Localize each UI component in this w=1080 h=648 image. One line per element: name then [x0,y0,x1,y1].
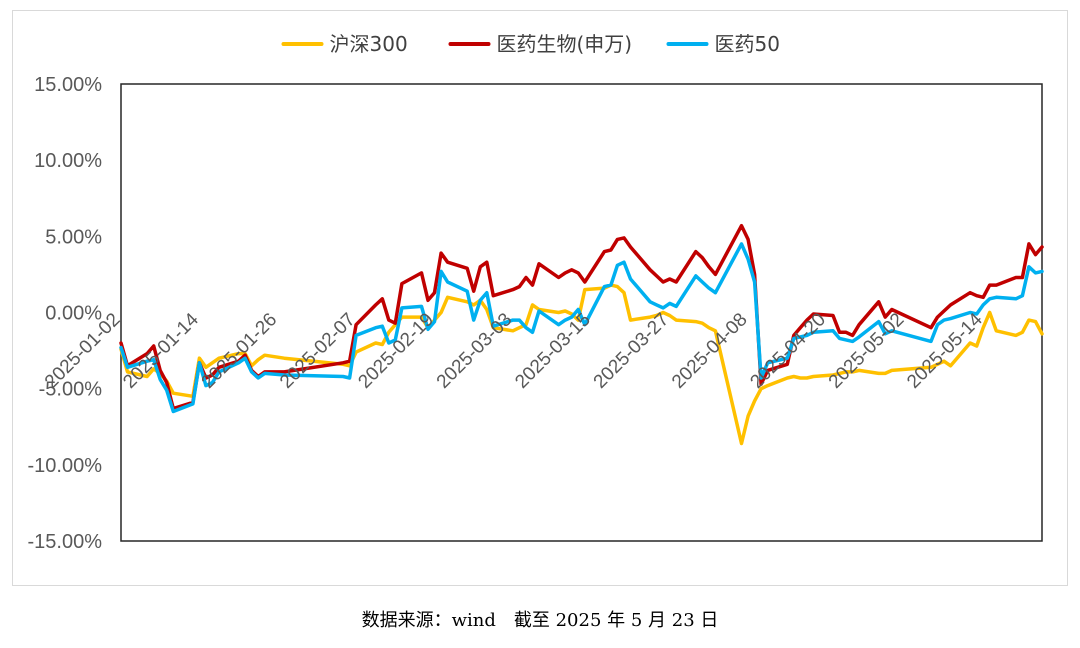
series-line-2 [119,242,1044,414]
y-tick-label: 0.00% [45,303,102,325]
legend-label-2: 医药50 [715,32,780,56]
line-chart: 沪深300 医药生物(申万) 医药50 15.00% 10.00% 5.00% 0.00%… [28,32,1044,553]
y-tick-label: -5.00% [39,379,103,401]
x-tick-label: 2025-01-26 [198,309,282,393]
chart-legend: 沪深300 医药生物(申万) 医药50 [281,32,780,56]
x-tick-label: 2025-03-03 [433,309,517,393]
chart-frame [12,10,1068,586]
plot-area-border [120,83,1043,542]
x-tick-label: 2025-02-07 [276,309,360,393]
y-tick-label: 15.00% [34,74,102,96]
legend-label-1: 医药生物(申万) [497,32,633,56]
legend-label-0: 沪深300 [330,32,408,56]
y-axis-ticks: 15.00% 10.00% 5.00% 0.00% -5.00% -10.00% -15.0… [28,74,103,553]
series-lines [119,223,1044,446]
source-note: 数据来源：wind 截至 2025 年 5 月 23 日 [361,610,719,631]
y-tick-label: -15.00% [28,531,103,553]
x-tick-label: 2025-03-27 [590,309,674,393]
y-tick-label: 10.00% [34,150,102,172]
series-line-0 [119,283,1044,446]
x-tick-label: 2025-05-02 [825,309,909,393]
y-tick-label: 5.00% [45,226,102,248]
y-tick-label: -10.00% [28,455,103,477]
